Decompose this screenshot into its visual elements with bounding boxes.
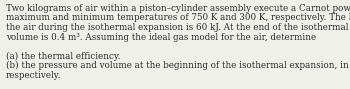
- Text: the air during the isothermal expansion is 60 kJ. At the end of the isothermal e: the air during the isothermal expansion …: [6, 23, 350, 32]
- Text: Two kilograms of air within a piston–cylinder assembly execute a Carnot power cy: Two kilograms of air within a piston–cyl…: [6, 4, 350, 13]
- Text: maximum and minimum temperatures of 750 K and 300 K, respectively. The heat tran: maximum and minimum temperatures of 750 …: [6, 14, 350, 23]
- Text: volume is 0.4 m³. Assuming the ideal gas model for the air, determine: volume is 0.4 m³. Assuming the ideal gas…: [6, 32, 316, 41]
- Text: (b) the pressure and volume at the beginning of the isothermal expansion, in kPa: (b) the pressure and volume at the begin…: [6, 61, 350, 70]
- Text: (a) the thermal efficiency.: (a) the thermal efficiency.: [6, 52, 120, 61]
- Text: respectively.: respectively.: [6, 70, 61, 79]
